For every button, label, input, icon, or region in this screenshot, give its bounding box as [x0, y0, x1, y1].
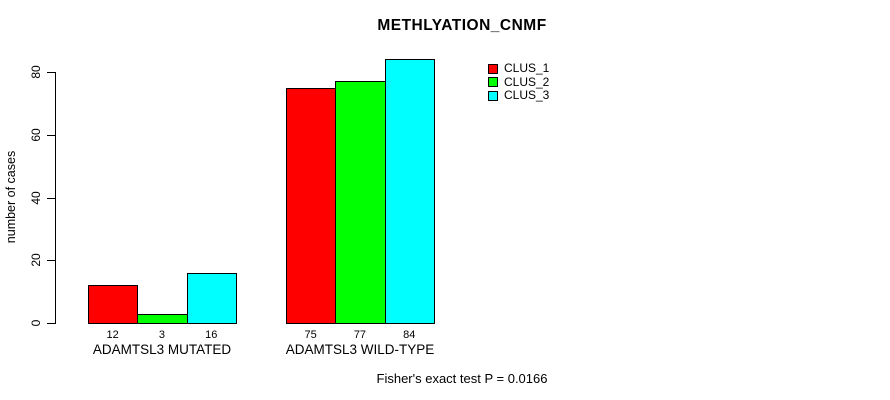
y-axis-tick-label: 40 — [29, 190, 43, 205]
legend-item-clus_1: CLUS_1 — [488, 62, 549, 76]
y-axis-tick-label: 0 — [29, 319, 43, 327]
y-axis-tick — [47, 323, 55, 324]
chart-title: METHLYATION_CNMF — [377, 17, 547, 34]
legend-item-clus_3: CLUS_3 — [488, 89, 549, 103]
bar-value-label: 84 — [403, 329, 416, 341]
y-axis-tick — [47, 72, 55, 73]
y-axis-line — [55, 72, 56, 324]
y-axis-tick-label: 20 — [29, 253, 43, 267]
bar-clus_1-group2 — [286, 87, 337, 324]
y-axis-tick-label: 60 — [29, 128, 43, 142]
bar-value-label: 77 — [353, 329, 367, 341]
y-axis-tick-label: 80 — [29, 65, 43, 79]
legend-item-clus_2: CLUS_2 — [488, 76, 549, 90]
bar-value-label: 75 — [304, 329, 317, 341]
bar-clus_2-group1 — [137, 313, 188, 324]
legend: CLUS_1 CLUS_2 CLUS_3 — [488, 62, 549, 103]
annotation-fisher-test: Fisher's exact test P = 0.0166 — [376, 371, 548, 386]
y-axis-tick — [47, 197, 55, 199]
category-label: ADAMTSL3 MUTATED — [92, 342, 232, 357]
category-label: ADAMTSL3 WILD-TYPE — [285, 342, 435, 357]
bar-clus_1-group1 — [88, 285, 139, 324]
legend-label: CLUS_3 — [504, 88, 550, 103]
bar-value-label: 16 — [205, 329, 218, 341]
y-axis-label: number of cases — [4, 150, 18, 244]
bar-value-label: 3 — [158, 329, 165, 341]
legend-label: CLUS_1 — [504, 61, 550, 76]
legend-swatch-clus_1 — [488, 63, 498, 74]
legend-swatch-clus_3 — [488, 90, 498, 101]
legend-swatch-clus_2 — [488, 77, 498, 88]
bar-clus_3-group2 — [384, 59, 435, 324]
bar-clus_3-group1 — [186, 272, 237, 324]
y-axis-tick — [47, 260, 55, 262]
legend-label: CLUS_2 — [504, 74, 550, 89]
bar-value-label: 12 — [106, 329, 119, 341]
y-axis-tick — [47, 134, 55, 136]
bar-clus_2-group2 — [335, 81, 386, 324]
